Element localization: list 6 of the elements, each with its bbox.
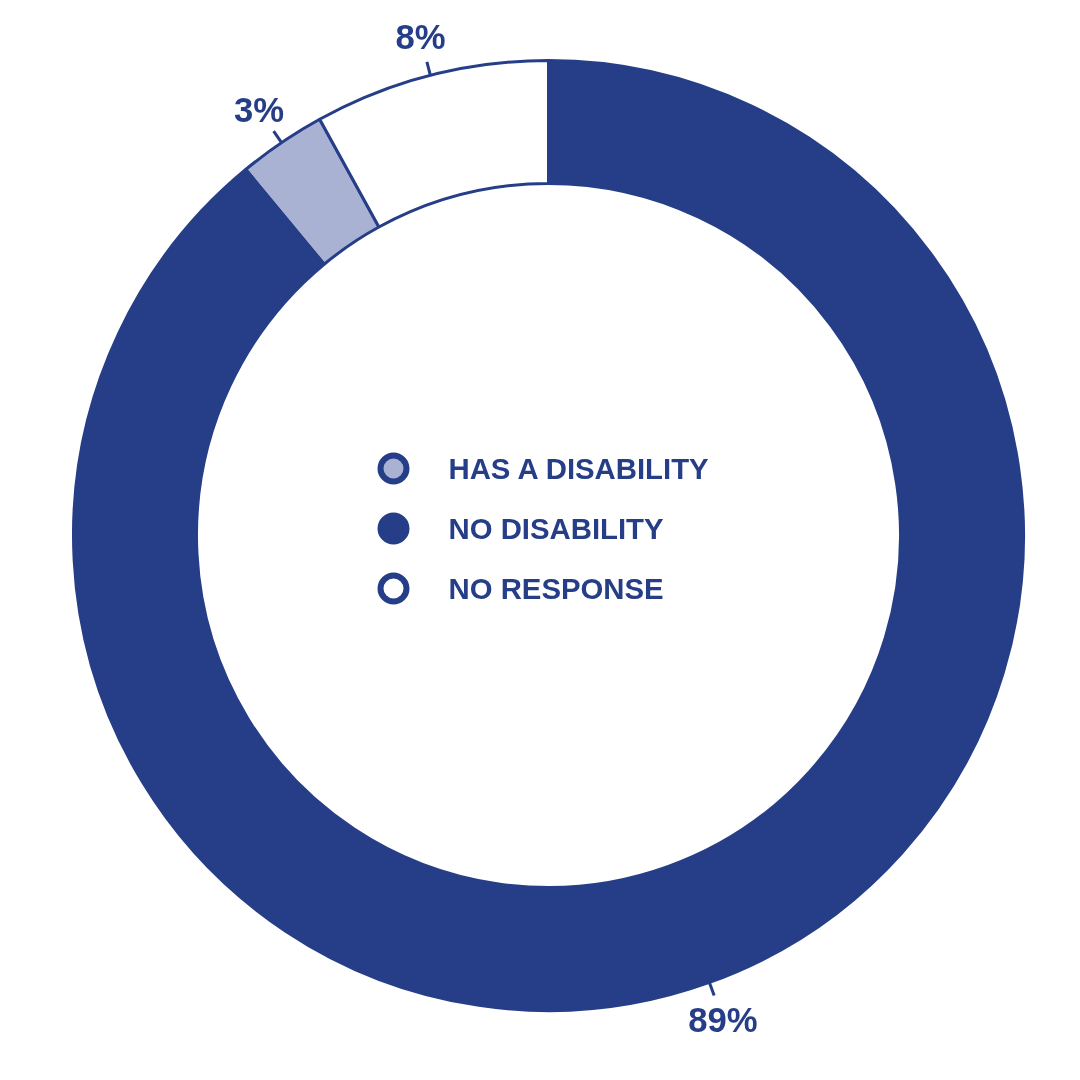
- data-label: 89%: [688, 1001, 758, 1040]
- legend-label: NO DISABILITY: [448, 512, 665, 545]
- data-label: 8%: [395, 17, 446, 56]
- data-label: 3%: [233, 90, 285, 129]
- legend-label: HAS A DISABILITY: [448, 452, 710, 485]
- legend-label: NO RESPONSE: [448, 572, 664, 605]
